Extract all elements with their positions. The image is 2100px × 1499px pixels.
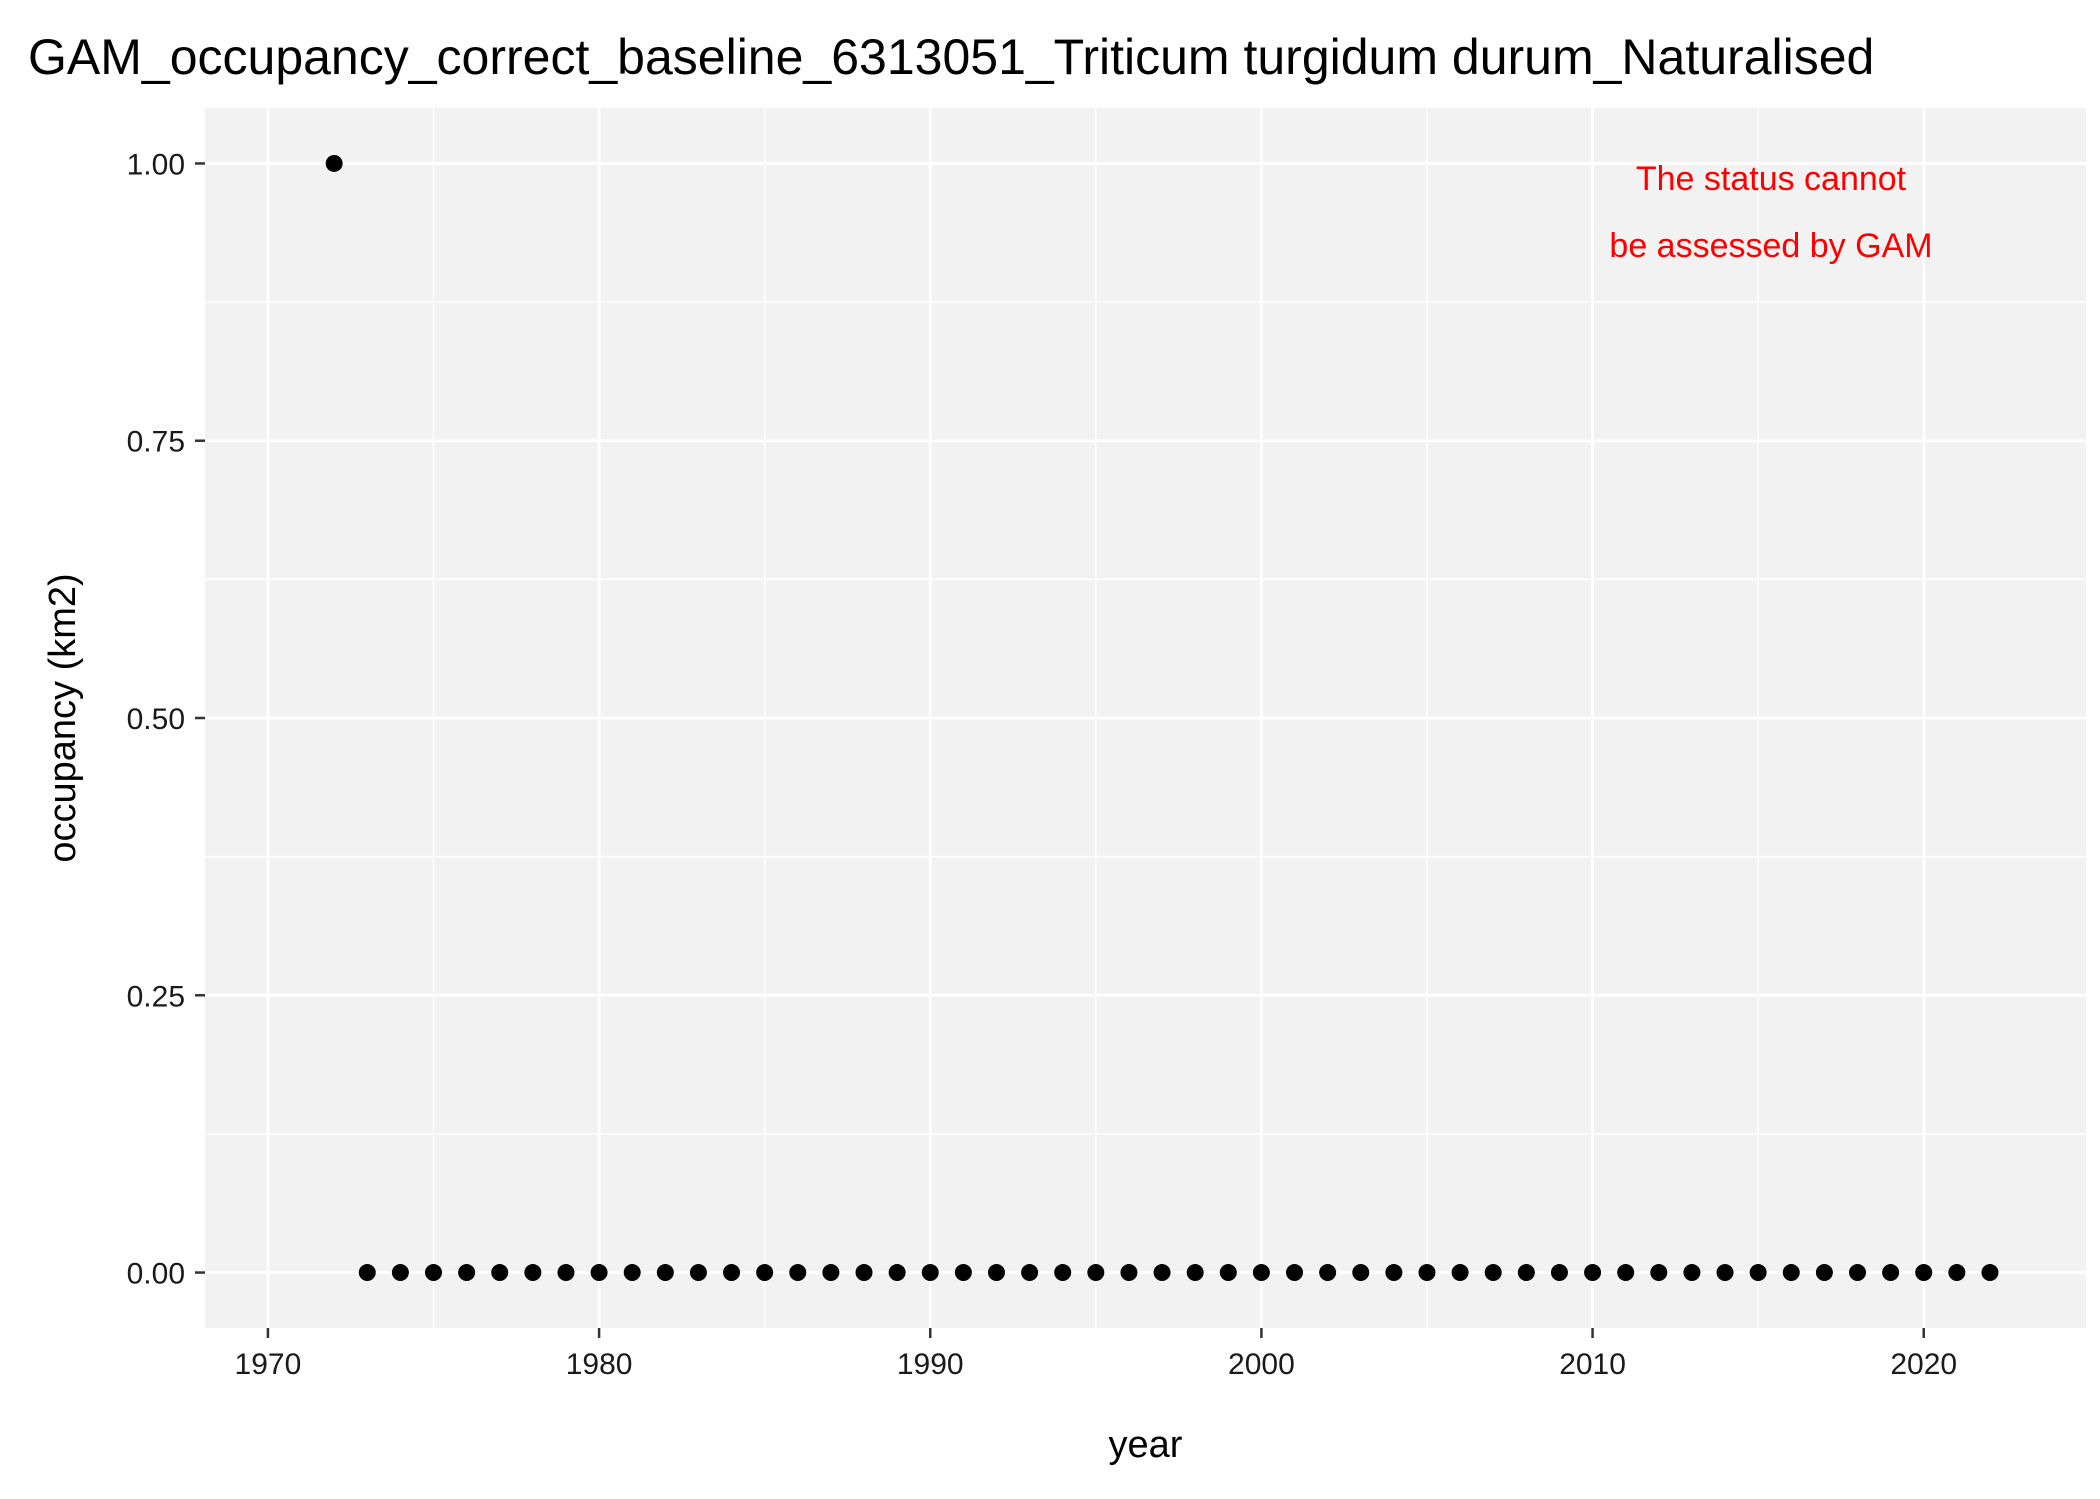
data-point <box>1186 1264 1204 1282</box>
data-point <box>1848 1264 1866 1282</box>
annotation: The status cannot be assessed by GAM <box>1609 160 1932 265</box>
data-point <box>1418 1264 1436 1282</box>
major-grid <box>205 108 2086 1328</box>
data-point <box>425 1264 443 1282</box>
data-point <box>1915 1264 1933 1282</box>
data-point <box>1054 1264 1072 1282</box>
data-point <box>1716 1264 1734 1282</box>
data-point <box>1882 1264 1900 1282</box>
data-point <box>590 1264 608 1282</box>
data-point <box>1153 1264 1171 1282</box>
data-point <box>1981 1264 1999 1282</box>
data-point <box>491 1264 509 1282</box>
data-point <box>656 1264 674 1282</box>
y-tick-label: 0.50 <box>127 703 185 736</box>
data-point <box>987 1264 1005 1282</box>
x-tick-label: 2000 <box>1228 1348 1295 1381</box>
data-point <box>325 154 343 172</box>
data-point <box>557 1264 575 1282</box>
data-point <box>623 1264 641 1282</box>
data-point <box>1815 1264 1833 1282</box>
data-point <box>1120 1264 1138 1282</box>
data-point <box>723 1264 741 1282</box>
data-point <box>1352 1264 1370 1282</box>
data-point <box>1782 1264 1800 1282</box>
data-point <box>756 1264 774 1282</box>
data-point <box>1021 1264 1039 1282</box>
chart-title: GAM_occupancy_correct_baseline_6313051_T… <box>28 29 1874 85</box>
data-point <box>1650 1264 1668 1282</box>
x-axis-title: year <box>1109 1424 1183 1466</box>
y-tick-label: 0.00 <box>127 1258 185 1291</box>
data-point <box>1484 1264 1502 1282</box>
annotation-line: be assessed by GAM <box>1609 227 1932 265</box>
x-tick-label: 1980 <box>566 1348 633 1381</box>
y-tick-label: 0.75 <box>127 426 185 459</box>
data-point <box>391 1264 409 1282</box>
data-point <box>1584 1264 1602 1282</box>
data-point <box>1749 1264 1767 1282</box>
data-point <box>855 1264 873 1282</box>
data-point <box>1286 1264 1304 1282</box>
data-point <box>458 1264 476 1282</box>
x-tick-label: 2020 <box>1890 1348 1957 1381</box>
x-axis: 1970 1980 1990 2000 2010 2020 <box>235 1328 1957 1381</box>
data-point <box>524 1264 542 1282</box>
data-point <box>1451 1264 1469 1282</box>
data-point <box>1683 1264 1701 1282</box>
data-point <box>1550 1264 1568 1282</box>
data-point <box>888 1264 906 1282</box>
data-point <box>1219 1264 1237 1282</box>
data-point <box>1517 1264 1535 1282</box>
y-tick-label: 0.25 <box>127 980 185 1013</box>
data-point <box>1252 1264 1270 1282</box>
y-axis: 0.00 0.25 0.50 0.75 1.00 <box>127 148 205 1291</box>
y-axis-title: occupancy (km2) <box>42 573 84 862</box>
data-point <box>954 1264 972 1282</box>
x-tick-label: 1990 <box>897 1348 964 1381</box>
data-point <box>921 1264 939 1282</box>
points-layer <box>325 154 1999 1282</box>
annotation-line: The status cannot <box>1636 160 1907 198</box>
x-tick-label: 2010 <box>1559 1348 1626 1381</box>
y-tick-label: 1.00 <box>127 148 185 181</box>
data-point <box>689 1264 707 1282</box>
data-point <box>1385 1264 1403 1282</box>
data-point <box>1087 1264 1105 1282</box>
x-tick-label: 1970 <box>235 1348 302 1381</box>
data-point <box>1948 1264 1966 1282</box>
data-point <box>1617 1264 1635 1282</box>
data-point <box>358 1264 376 1282</box>
data-point <box>789 1264 807 1282</box>
data-point <box>822 1264 840 1282</box>
data-point <box>1319 1264 1337 1282</box>
